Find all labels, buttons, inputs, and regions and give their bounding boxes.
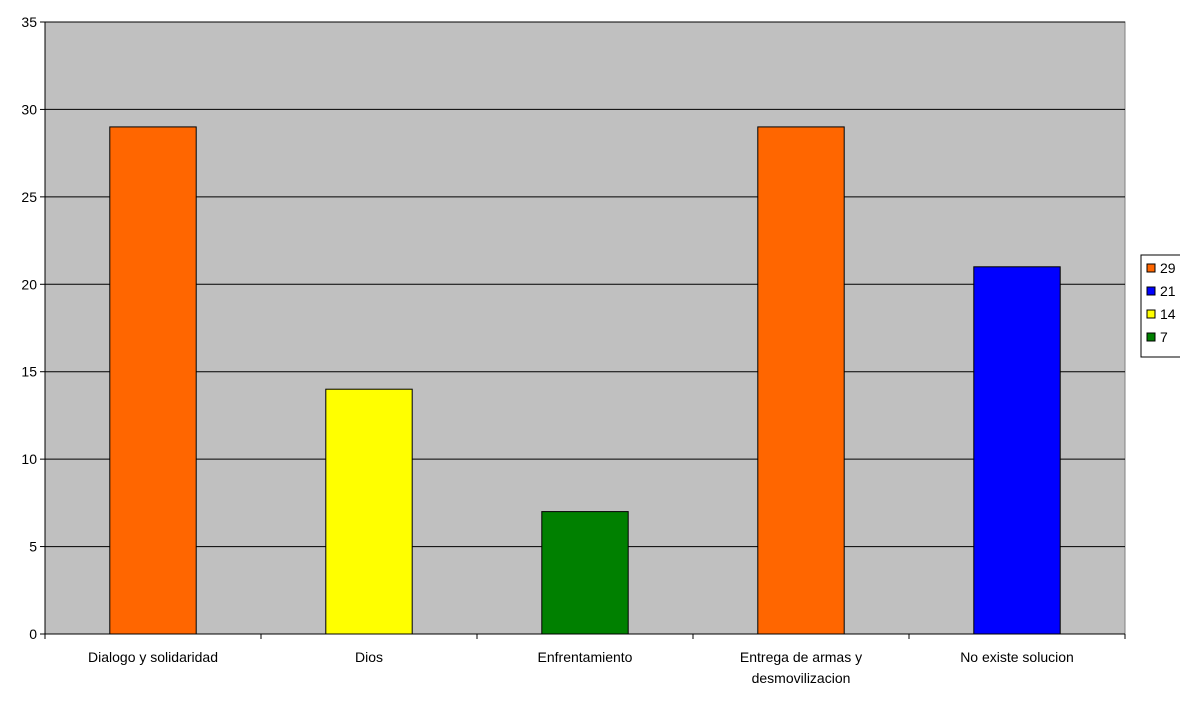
legend-label: 7 <box>1160 329 1168 345</box>
y-tick-label: 30 <box>21 101 37 117</box>
x-category-label: Enfrentamiento <box>538 649 633 665</box>
y-tick-labels: 0 5 10 15 20 25 30 35 <box>21 14 37 642</box>
bar <box>325 388 413 635</box>
legend: 29 21 14 7 <box>1140 254 1180 358</box>
bars <box>109 126 1061 635</box>
legend-label: 21 <box>1160 283 1176 299</box>
y-tick-label: 5 <box>29 539 37 555</box>
bar <box>109 126 197 635</box>
legend-label: 29 <box>1160 260 1176 276</box>
gridlines <box>45 21 1125 548</box>
legend-swatch <box>1146 286 1156 296</box>
y-tick-label: 0 <box>29 626 37 642</box>
bar <box>757 126 845 635</box>
legend-label: 14 <box>1160 306 1176 322</box>
x-category-label: desmovilizacion <box>752 670 851 686</box>
y-tick-label: 35 <box>21 14 37 30</box>
x-category-label: Dialogo y solidaridad <box>88 649 218 665</box>
y-tick-label: 15 <box>21 364 37 380</box>
bar <box>541 511 629 635</box>
bar <box>973 266 1061 635</box>
x-category-label: Entrega de armas y <box>740 649 862 665</box>
legend-swatch <box>1146 332 1156 342</box>
y-tick-label: 25 <box>21 189 37 205</box>
y-tick-label: 10 <box>21 451 37 467</box>
x-category-labels: Dialogo y solidaridad Dios Enfrentamiento E… <box>88 649 1074 686</box>
legend-swatch <box>1146 309 1156 319</box>
x-category-label: No existe solucion <box>960 649 1074 665</box>
y-tick-label: 20 <box>21 276 37 292</box>
axes <box>40 21 1126 639</box>
legend-swatch <box>1146 263 1156 273</box>
x-category-label: Dios <box>355 649 383 665</box>
